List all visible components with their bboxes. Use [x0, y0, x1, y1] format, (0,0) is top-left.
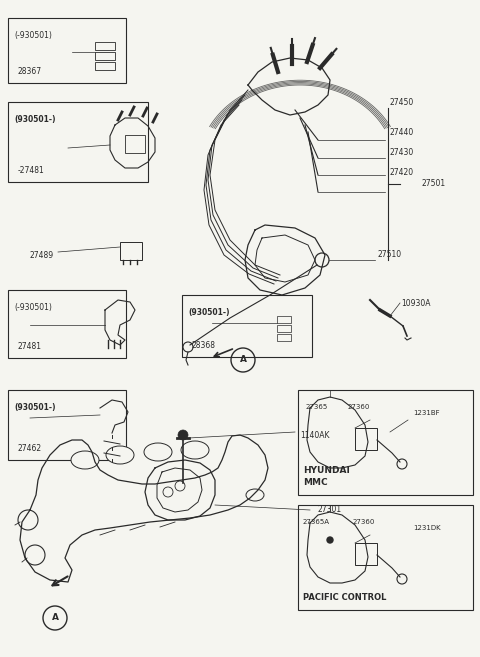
Text: A: A	[51, 614, 59, 622]
Ellipse shape	[106, 446, 134, 464]
Circle shape	[178, 430, 188, 440]
Text: 27501: 27501	[422, 179, 446, 189]
Bar	[277, 334, 291, 341]
Text: 27420: 27420	[390, 168, 414, 177]
Ellipse shape	[71, 451, 99, 469]
Text: 10930A: 10930A	[401, 298, 431, 307]
Bar	[355, 428, 377, 450]
Text: (930501-): (930501-)	[14, 115, 56, 124]
Text: 28367: 28367	[18, 67, 42, 76]
Text: HYUNDAI: HYUNDAI	[303, 466, 350, 475]
Text: 27450: 27450	[390, 98, 414, 107]
Bar	[8, 290, 126, 358]
Ellipse shape	[144, 443, 172, 461]
Text: 27365A: 27365A	[303, 519, 330, 525]
Text: 1231DK: 1231DK	[413, 525, 441, 531]
Text: 27489: 27489	[30, 250, 54, 260]
Bar	[298, 390, 473, 495]
Bar	[277, 325, 291, 332]
Text: 27510: 27510	[377, 250, 401, 259]
Bar	[355, 543, 377, 565]
Bar	[95, 42, 115, 50]
Text: 1140AK: 1140AK	[300, 430, 329, 440]
Bar	[95, 62, 115, 70]
Ellipse shape	[246, 489, 264, 501]
Text: -27481: -27481	[18, 166, 45, 175]
Text: 27430: 27430	[390, 148, 414, 157]
Text: PACIFIC CONTROL: PACIFIC CONTROL	[303, 593, 386, 602]
Bar	[125, 135, 145, 153]
Text: 28368: 28368	[192, 341, 216, 350]
Text: 1231BF: 1231BF	[413, 410, 440, 416]
Text: (-930501): (-930501)	[14, 303, 52, 312]
Text: MMC: MMC	[303, 478, 328, 487]
Bar	[120, 242, 142, 260]
Text: 27301: 27301	[318, 505, 342, 514]
Text: (930501-): (930501-)	[188, 308, 229, 317]
Bar	[298, 505, 473, 610]
Ellipse shape	[181, 441, 209, 459]
Text: 27360: 27360	[353, 519, 375, 525]
Text: (-930501): (-930501)	[14, 31, 52, 40]
Bar	[277, 316, 291, 323]
Text: 27440: 27440	[390, 128, 414, 137]
Text: 27360: 27360	[348, 404, 371, 410]
Text: A: A	[240, 355, 247, 365]
Bar	[8, 390, 126, 460]
Circle shape	[327, 537, 333, 543]
Text: 27462: 27462	[18, 444, 42, 453]
Bar	[182, 295, 312, 357]
Bar	[8, 102, 148, 182]
Text: 27481: 27481	[18, 342, 42, 351]
Bar	[95, 52, 115, 60]
Text: 27365: 27365	[306, 404, 328, 410]
Bar	[8, 18, 126, 83]
Text: (930501-): (930501-)	[14, 403, 56, 412]
